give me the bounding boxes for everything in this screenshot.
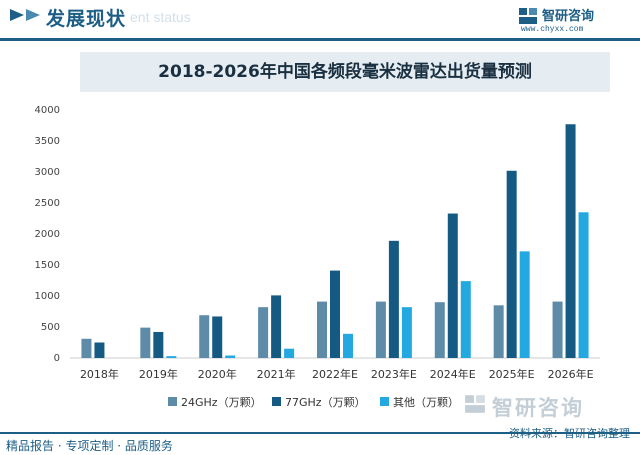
bar-77ghz	[506, 170, 517, 358]
bar-other	[401, 307, 412, 358]
bar-77ghz	[94, 342, 105, 358]
watermark-logo-icon	[465, 395, 485, 413]
legend-label: 77GHz（万颗）	[285, 396, 366, 409]
page-title: 发展现状	[46, 8, 127, 30]
x-tick-label: 2021年	[257, 367, 296, 381]
y-tick-label: 3500	[35, 136, 60, 147]
x-tick-label: 2023年E	[371, 367, 417, 381]
legend-swatch	[168, 397, 177, 406]
header: 发展现状 ent status 智研咨询 www.chyxx.com	[0, 0, 640, 36]
bar-other	[225, 355, 236, 358]
bar-other	[284, 348, 295, 358]
bar-24ghz	[493, 305, 504, 358]
legend-label: 24GHz（万颗）	[181, 396, 262, 409]
bar-77ghz	[212, 316, 223, 358]
header-arrow-icon	[10, 9, 24, 21]
bar-77ghz	[153, 331, 164, 358]
bar-24ghz	[375, 301, 386, 358]
brand-logo-icon	[519, 8, 537, 24]
y-tick-label: 3000	[35, 167, 60, 178]
bar-77ghz	[388, 240, 399, 358]
header-divider	[0, 38, 640, 41]
y-tick-label: 4000	[35, 105, 60, 116]
bar-24ghz	[81, 338, 92, 358]
bar-other	[166, 356, 177, 358]
bar-other	[519, 251, 530, 358]
header-arrow-icon-2	[26, 9, 40, 21]
bar-77ghz	[447, 213, 458, 358]
brand-name: 智研咨询	[542, 9, 595, 24]
bar-chart: 0 500 1000 1500 2000 2500 3000 3500 4000 2018年 201…	[35, 105, 600, 381]
bar-24ghz	[317, 301, 327, 358]
x-tick-label: 2018年	[80, 367, 119, 381]
y-tick-label: 2000	[35, 229, 60, 240]
x-tick-label: 2019年	[139, 367, 178, 381]
x-tick-label: 2022年E	[312, 367, 358, 381]
x-tick-label: 2020年	[198, 367, 237, 381]
y-tick-label: 0	[54, 353, 60, 364]
legend-swatch	[380, 397, 389, 406]
bar-other	[460, 281, 471, 358]
bar-24ghz	[258, 307, 269, 358]
bar-24ghz	[199, 315, 210, 358]
chart-title: 2018-2026年中国各频段毫米波雷达出货量预测	[80, 52, 610, 92]
bar-24ghz	[140, 327, 151, 358]
bar-other	[343, 333, 353, 358]
bar-77ghz	[565, 124, 576, 358]
footer-divider	[0, 432, 640, 434]
y-tick-label: 500	[41, 322, 60, 333]
bar-other	[578, 212, 589, 358]
bar-77ghz	[271, 295, 282, 358]
brand: 智研咨询 www.chyxx.com	[518, 4, 618, 34]
x-tick-label: 2026年E	[548, 367, 594, 381]
y-tick-label: 1000	[35, 291, 60, 302]
watermark-text: 智研咨询	[492, 396, 584, 420]
x-tick-label: 2024年E	[430, 367, 476, 381]
y-tick-label: 1500	[35, 260, 60, 271]
page-subtitle: ent status	[130, 9, 191, 25]
bar-77ghz	[330, 270, 340, 358]
legend-label: 其他（万颗）	[393, 396, 459, 409]
bar-24ghz	[552, 301, 563, 358]
bar-24ghz	[434, 302, 445, 358]
legend-swatch	[272, 397, 281, 406]
brand-url: www.chyxx.com	[521, 25, 584, 34]
y-tick-label: 2500	[35, 198, 60, 209]
legend: 24GHz（万颗） 77GHz（万颗） 其他（万颗）	[0, 393, 640, 411]
footer-slogan: 精品报告 · 专项定制 · 品质服务	[6, 439, 173, 453]
x-tick-label: 2025年E	[489, 367, 535, 381]
